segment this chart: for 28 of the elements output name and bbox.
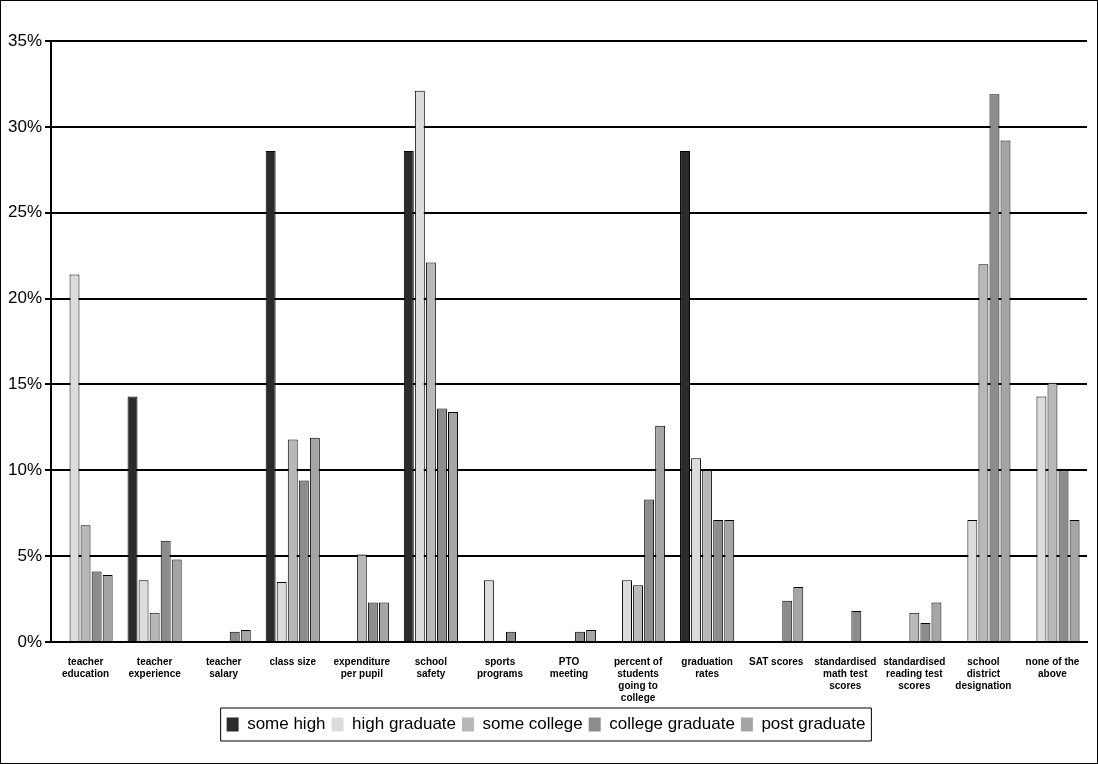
x-tick-label: sports programs — [476, 655, 524, 679]
x-tick-label: teacher salary — [205, 655, 242, 679]
y-tick-label: 15% — [7, 374, 43, 394]
x-tick-label: PTO meeting — [549, 655, 589, 679]
legend-label: college graduate — [609, 714, 735, 734]
y-tick-label: 0% — [17, 631, 43, 651]
legend-label: some high — [247, 714, 326, 734]
x-tick-label: none of the above — [1025, 655, 1080, 679]
y-tick-label: 30% — [7, 116, 43, 136]
y-tick-label: 10% — [7, 459, 43, 479]
x-tick-label: standardised reading test scores — [883, 655, 946, 691]
x-tick-label: teacher education — [61, 655, 110, 679]
x-tick-label: standardised math test scores — [814, 655, 877, 691]
x-tick-label: class size — [269, 655, 317, 667]
y-tick-label: 35% — [7, 30, 43, 50]
x-tick-label: expenditure per pupil — [333, 655, 391, 679]
x-tick-label: school district designation — [955, 655, 1012, 691]
legend-label: high graduate — [352, 714, 457, 734]
y-tick-label: 20% — [7, 288, 43, 308]
x-tick-label: teacher experience — [128, 655, 182, 679]
legend-label: some college — [482, 714, 583, 734]
y-tick-label: 25% — [7, 202, 43, 222]
y-tick-label: 5% — [17, 545, 43, 565]
x-tick-label: percent of students going to college — [613, 655, 663, 703]
legend-label: post graduate — [761, 714, 866, 734]
x-tick-label: SAT scores — [749, 655, 804, 667]
x-tick-label: school safety — [414, 655, 448, 679]
x-tick-label: graduation rates — [681, 655, 733, 679]
